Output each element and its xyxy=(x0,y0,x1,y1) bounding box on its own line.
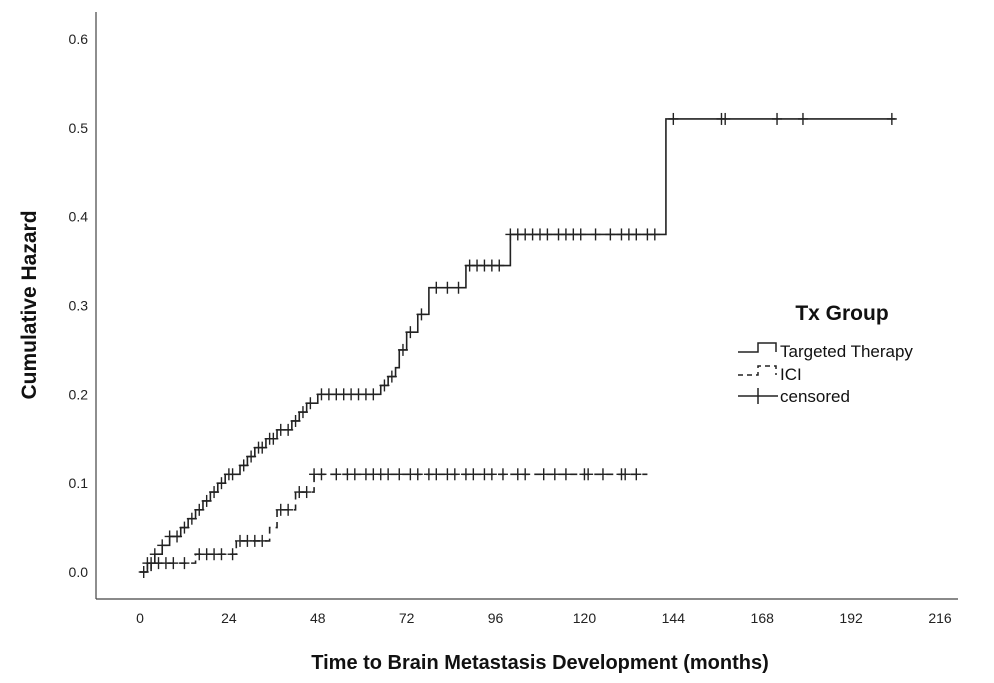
ici-censored-mark xyxy=(216,548,227,561)
legend: Tx Group Targeted Therapy ICI censored xyxy=(738,302,913,406)
series-layer xyxy=(138,112,897,578)
x-tick-label: 96 xyxy=(488,610,504,626)
ici-censored-mark xyxy=(583,468,594,481)
y-axis-title: Cumulative Hazard xyxy=(18,210,41,399)
y-tick-label: 0.4 xyxy=(69,209,89,225)
x-tick-label: 120 xyxy=(573,610,597,626)
targeted-therapy-censored-mark xyxy=(453,281,464,294)
ici-censored-mark xyxy=(257,534,268,547)
targeted-therapy-censored-mark xyxy=(542,228,553,241)
ici-censored-mark xyxy=(631,468,642,481)
targeted-therapy-censored-mark xyxy=(227,468,238,481)
plot-area: 0 24 48 72 96 120 144 168 192 216 0.0 0.1 0.2 0.3 0.4… xyxy=(69,12,958,626)
x-tick-label: 24 xyxy=(221,610,237,626)
targeted-therapy-censored-mark xyxy=(649,228,660,241)
targeted-therapy-censored-mark xyxy=(720,112,731,125)
ici-censored-mark xyxy=(383,468,394,481)
ici-censored-mark xyxy=(560,468,571,481)
targeted-therapy-censored-mark xyxy=(216,477,227,490)
y-tick-label: 0.1 xyxy=(69,475,89,491)
ici-censored-mark xyxy=(412,468,423,481)
targeted-therapy-censored-mark xyxy=(368,388,379,401)
y-tick-label: 0.6 xyxy=(69,31,89,47)
ici-censored-mark xyxy=(431,468,442,481)
ici-censored-mark xyxy=(168,557,179,570)
targeted-therapy-censored-mark xyxy=(179,521,190,534)
targeted-therapy-censored-mark xyxy=(797,112,808,125)
targeted-therapy-censored-mark xyxy=(186,512,197,525)
targeted-therapy-censored-mark xyxy=(397,343,408,356)
x-tick-label: 192 xyxy=(839,610,863,626)
y-tick-label: 0.5 xyxy=(69,120,89,136)
x-tick-label: 168 xyxy=(751,610,775,626)
ici-censored-mark xyxy=(538,468,549,481)
y-tick-label: 0.3 xyxy=(69,298,89,314)
targeted-therapy-censored-mark xyxy=(157,539,168,552)
targeted-therapy-censored-mark xyxy=(283,423,294,436)
x-tick-label: 0 xyxy=(136,610,144,626)
targeted-therapy-censored-mark xyxy=(416,308,427,321)
y-tick-label: 0.0 xyxy=(69,564,89,580)
y-axis-ticks: 0.0 0.1 0.2 0.3 0.4 0.5 0.6 xyxy=(69,31,89,580)
targeted-therapy-censored-mark xyxy=(257,441,268,454)
targeted-therapy-censored-mark xyxy=(290,414,301,427)
x-tick-label: 48 xyxy=(310,610,326,626)
ici-censored-mark xyxy=(283,503,294,516)
ici-censored-mark xyxy=(349,468,360,481)
targeted-therapy-censored-mark xyxy=(605,228,616,241)
ici-censored-mark xyxy=(486,468,497,481)
targeted-therapy-censored-mark xyxy=(405,326,416,339)
ici-censored-mark xyxy=(620,468,631,481)
ici-censored-mark xyxy=(549,468,560,481)
targeted-therapy-censored-mark xyxy=(442,281,453,294)
x-axis-ticks: 0 24 48 72 96 120 144 168 192 216 xyxy=(136,610,952,626)
x-tick-label: 216 xyxy=(928,610,952,626)
ici-censored-mark xyxy=(316,468,327,481)
targeted-therapy-censored-mark xyxy=(194,503,205,516)
ici-censored-mark xyxy=(597,468,608,481)
targeted-therapy-censored-mark xyxy=(886,112,897,125)
legend-ici-symbol xyxy=(738,365,777,376)
legend-ici-label: ICI xyxy=(780,365,802,384)
x-tick-label: 144 xyxy=(662,610,686,626)
legend-targeted-therapy-symbol xyxy=(738,342,777,353)
targeted-therapy-censored-mark xyxy=(246,450,257,463)
ici-censored-mark xyxy=(179,557,190,570)
targeted-therapy-censored-mark xyxy=(668,112,679,125)
targeted-therapy-censored-mark xyxy=(772,112,783,125)
targeted-therapy-censored-mark xyxy=(268,432,279,445)
ici-censored-mark xyxy=(520,468,531,481)
ici-censored-mark xyxy=(449,468,460,481)
targeted-therapy-censored-mark xyxy=(172,530,183,543)
legend-targeted-therapy-label: Targeted Therapy xyxy=(780,342,913,361)
targeted-therapy-censored-mark xyxy=(494,259,505,272)
targeted-therapy-censored-mark xyxy=(575,228,586,241)
legend-censored-label: censored xyxy=(780,387,850,406)
x-tick-label: 72 xyxy=(399,610,415,626)
targeted-therapy-censored-mark xyxy=(590,228,601,241)
targeted-therapy-censored-mark xyxy=(201,494,212,507)
ici-censored-mark xyxy=(301,486,312,499)
legend-censored-symbol xyxy=(738,388,778,404)
targeted-therapy-censored-mark xyxy=(631,228,642,241)
legend-title: Tx Group xyxy=(795,302,888,325)
targeted-therapy-censored-mark xyxy=(386,370,397,383)
y-tick-label: 0.2 xyxy=(69,386,89,402)
ici-censored-mark xyxy=(227,548,238,561)
targeted-therapy-censored-mark xyxy=(379,379,390,392)
targeted-therapy-censored-mark xyxy=(305,397,316,410)
x-axis-title: Time to Brain Metastasis Development (mo… xyxy=(311,652,769,674)
ici-censored-mark xyxy=(497,468,508,481)
targeted-therapy-censored-mark xyxy=(209,486,220,499)
targeted-therapy-censored-mark xyxy=(149,548,160,561)
ici-step-line xyxy=(140,473,648,573)
targeted-therapy-censored-mark xyxy=(297,406,308,419)
ici-censored-mark xyxy=(468,468,479,481)
ici-censored-mark xyxy=(394,468,405,481)
ici-censored-mark xyxy=(331,468,342,481)
targeted-therapy-censored-mark xyxy=(238,459,249,472)
targeted-therapy-censored-mark xyxy=(431,281,442,294)
ici-censored-mark xyxy=(138,566,149,578)
